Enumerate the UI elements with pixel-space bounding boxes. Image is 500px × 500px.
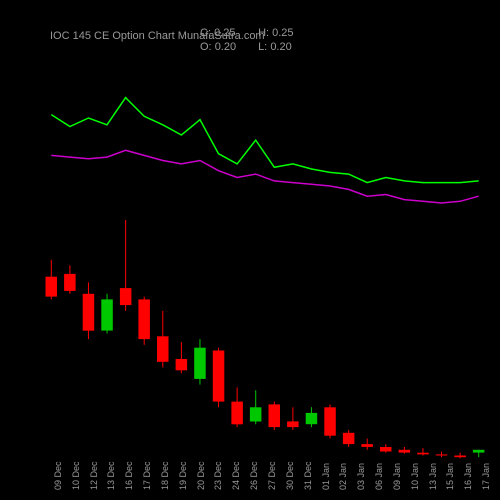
x-axis-label: 01 Jan bbox=[321, 463, 331, 490]
candle-body bbox=[417, 453, 429, 455]
candle-body bbox=[120, 288, 131, 305]
candle-body bbox=[231, 402, 243, 425]
x-axis-label: 17 Dec bbox=[142, 461, 152, 490]
x-axis-label: 17 Jan bbox=[481, 463, 491, 490]
close-label: C: 0.25 bbox=[200, 26, 255, 40]
candle-body bbox=[343, 433, 355, 444]
candle-body bbox=[46, 277, 58, 297]
indicator-green-line bbox=[51, 98, 478, 183]
candle-body bbox=[399, 450, 411, 453]
x-axis-label: 06 Jan bbox=[374, 463, 384, 490]
x-axis-label: 30 Dec bbox=[285, 461, 295, 490]
indicator-purple-line bbox=[51, 150, 478, 203]
candle-body bbox=[269, 404, 281, 427]
x-axis-label: 03 Jan bbox=[356, 463, 366, 490]
candle-body bbox=[213, 351, 225, 402]
x-axis-label: 24 Dec bbox=[231, 461, 241, 490]
x-axis-label: 15 Jan bbox=[445, 463, 455, 490]
candle-body bbox=[306, 413, 318, 424]
x-axis-label: 20 Dec bbox=[196, 461, 206, 490]
candle-body bbox=[454, 456, 466, 458]
chart-svg bbox=[42, 50, 488, 464]
x-axis-label: 13 Jan bbox=[428, 463, 438, 490]
x-axis-label: 31 Dec bbox=[303, 461, 313, 490]
x-axis-label: 16 Dec bbox=[124, 461, 134, 490]
candle-body bbox=[176, 359, 188, 370]
candle-body bbox=[138, 299, 150, 339]
candle-body bbox=[287, 421, 299, 427]
candle-body bbox=[194, 348, 206, 379]
x-axis-label: 12 Dec bbox=[89, 461, 99, 490]
x-axis-label: 16 Jan bbox=[463, 463, 473, 490]
candle-body bbox=[101, 299, 113, 330]
candle-body bbox=[436, 454, 448, 455]
x-axis-label: 13 Dec bbox=[106, 461, 116, 490]
x-axis-label: 27 Dec bbox=[267, 461, 277, 490]
candle-body bbox=[250, 407, 262, 421]
x-axis-label: 02 Jan bbox=[338, 463, 348, 490]
x-axis-label: 09 Jan bbox=[392, 463, 402, 490]
chart-area bbox=[42, 50, 488, 464]
x-axis-label: 23 Dec bbox=[213, 461, 223, 490]
x-axis-label: 26 Dec bbox=[249, 461, 259, 490]
x-axis-label: 10 Dec bbox=[71, 461, 81, 490]
x-axis-label: 19 Dec bbox=[178, 461, 188, 490]
x-axis-labels: 09 Dec 10 Dec 12 Dec 13 Dec 16 Dec 17 Dec 18 D… bbox=[42, 464, 488, 494]
high-label: H: 0.25 bbox=[258, 26, 313, 40]
x-axis-label: 18 Dec bbox=[160, 461, 170, 490]
candle-body bbox=[324, 407, 336, 435]
candle-body bbox=[473, 450, 485, 453]
candle-body bbox=[380, 447, 392, 452]
candle-body bbox=[64, 274, 76, 291]
candle-body bbox=[157, 336, 169, 362]
x-axis-label: 09 Dec bbox=[53, 461, 63, 490]
candle-body bbox=[83, 294, 95, 331]
candle-body bbox=[361, 444, 373, 447]
x-axis-label: 10 Jan bbox=[410, 463, 420, 490]
